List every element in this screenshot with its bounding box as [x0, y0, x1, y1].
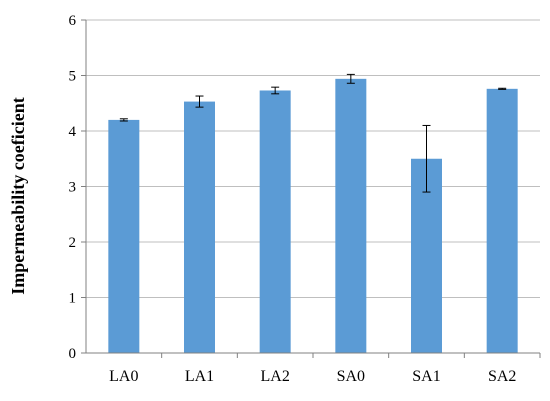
- x-category-label-la1: LA1: [185, 368, 214, 385]
- x-category-label-sa2: SA2: [488, 368, 516, 385]
- axes: [81, 19, 541, 358]
- bar-sa0: [335, 78, 367, 353]
- bar-sa2: [486, 88, 518, 353]
- error-bars: [119, 73, 507, 193]
- x-category-label-la2: LA2: [261, 368, 290, 385]
- bar-la2: [259, 90, 291, 354]
- y-tick-label: 1: [69, 291, 77, 307]
- y-tick-label: 2: [69, 235, 77, 251]
- y-tick-label: 4: [69, 124, 77, 140]
- x-category-label-sa0: SA0: [337, 368, 365, 385]
- y-tick-label: 3: [69, 180, 77, 196]
- bar-la0: [108, 119, 140, 354]
- x-category-label-la0: LA0: [109, 368, 138, 385]
- y-tick-label: 6: [69, 13, 77, 29]
- bars: [108, 78, 518, 354]
- y-tick-label: 0: [69, 346, 77, 362]
- x-category-labels: LA0 LA1 LA2 SA0 SA1 SA2: [109, 368, 516, 385]
- grid-lines: [86, 19, 540, 298]
- y-tick-labels: 0 1 2 3 4 5 6: [69, 13, 77, 362]
- y-tick-label: 5: [69, 69, 77, 85]
- x-category-label-sa1: SA1: [412, 368, 440, 385]
- y-axis-title: Impermeability coeficient: [8, 97, 28, 294]
- bar-la1: [184, 101, 215, 354]
